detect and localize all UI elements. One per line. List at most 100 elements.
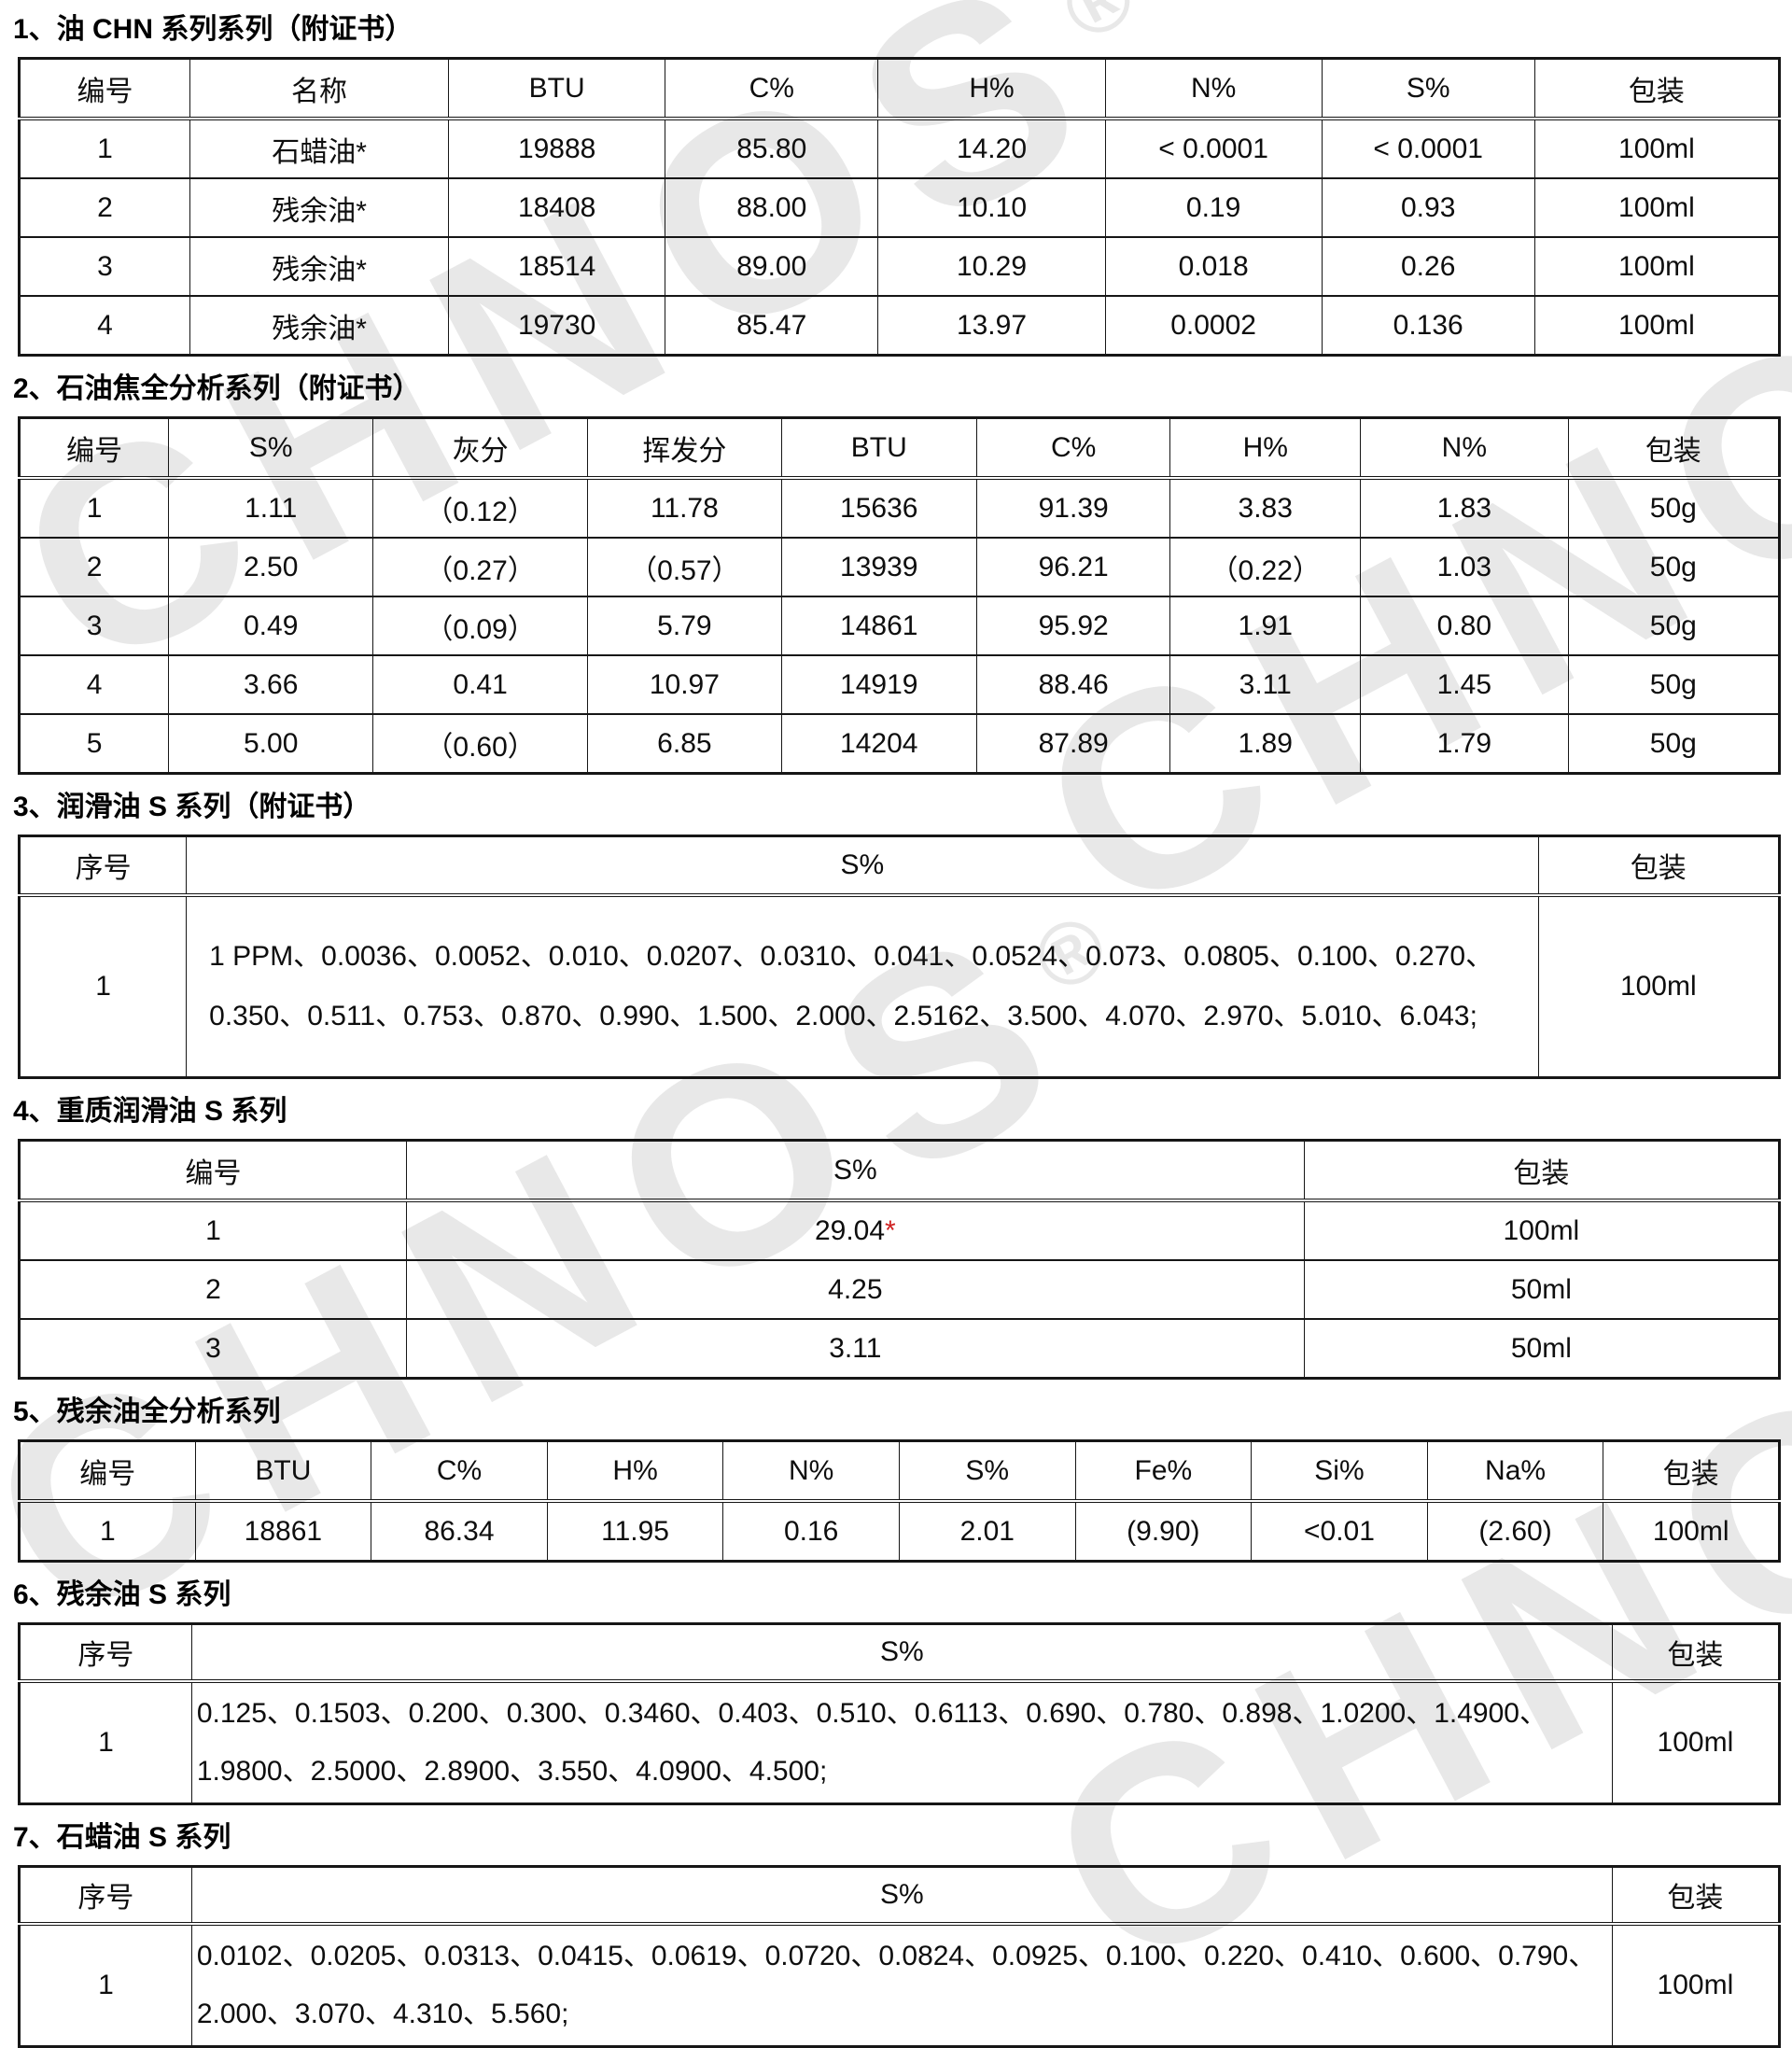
cell: 1 [18, 894, 188, 1079]
cell: 5.00 [168, 713, 374, 775]
section-residual-oil-s-series: 6、残余油 S 系列 序号 S% 包装 1 0.125、0.1503、0.200、0.3… [13, 1578, 1781, 1805]
column-header: C% [665, 57, 879, 120]
column-header: Si% [1251, 1439, 1428, 1503]
cell: 14861 [780, 596, 977, 656]
section-heavy-lube-oil-s-series: 4、重质润滑油 S 系列 编号 S% 包装 1 29.04* 100ml 2 4.25 50ml… [13, 1095, 1781, 1380]
column-header: C% [975, 416, 1171, 480]
column-header: S% [1321, 57, 1535, 120]
cell: 50g [1567, 713, 1781, 775]
cell: 100ml [1533, 295, 1781, 357]
table-row: 5 5.00 （0.60） 6.85 14204 87.89 1.89 1.79 50g [18, 713, 1781, 775]
cell: 1.79 [1360, 713, 1569, 775]
cell: 89.00 [665, 236, 879, 297]
section-title: 1、油 CHN 系列系列（附证书） [13, 14, 413, 45]
cell: 1.89 [1169, 713, 1362, 775]
cell: 19730 [448, 295, 666, 357]
cell: 1.91 [1169, 596, 1362, 656]
column-header: 编号 [19, 1139, 407, 1202]
cell: 50g [1567, 654, 1781, 715]
cell: 3 [18, 596, 170, 656]
header-row: 编号 S% 包装 [19, 1139, 1781, 1202]
cell: 0.136 [1321, 295, 1535, 357]
column-header: BTU [780, 416, 977, 480]
cell: 18408 [448, 177, 666, 238]
cell: 85.80 [665, 118, 879, 179]
cell: 3 [19, 1318, 407, 1380]
cell: 1.83 [1360, 477, 1569, 539]
cell: 1 [19, 1199, 407, 1261]
cell: 3.11 [405, 1318, 1305, 1380]
cell: 1 [19, 118, 190, 179]
cell: 10.10 [877, 177, 1106, 238]
column-header: S% [190, 1865, 1613, 1926]
header-row: 编号 名称 BTU C% H% N% S% 包装 [19, 57, 1781, 120]
section-title: 2、石油焦全分析系列（附证书） [13, 373, 421, 404]
cell: 1 [19, 1500, 196, 1563]
table-petroleum-coke-analysis: 编号 S% 灰分 挥发分 BTU C% H% N% 包装 1 1.11 （0.12） 11.78 1563… [18, 416, 1781, 775]
cell: 残余油* [189, 236, 450, 297]
cell: （0.60） [372, 713, 589, 775]
section-lube-oil-s-series: 3、润滑油 S 系列（附证书） 序号 S% 包装 1 1 PPM、0.0036、0.00… [13, 791, 1781, 1079]
cell: (9.90) [1074, 1500, 1253, 1563]
table-row: 2 4.25 50ml [19, 1259, 1781, 1320]
cell: 50ml [1303, 1318, 1781, 1380]
section-title: 4、重质润滑油 S 系列 [13, 1096, 287, 1127]
cell: 0.125、0.1503、0.200、0.300、0.3460、0.403、0.… [190, 1680, 1613, 1805]
cell: 10.97 [587, 654, 782, 715]
cell: （0.09） [372, 596, 589, 656]
table-row: 1 0.0102、0.0205、0.0313、0.0415、0.0619、0.07… [19, 1923, 1781, 2048]
column-header: C% [371, 1439, 548, 1503]
cell: 0.0102、0.0205、0.0313、0.0415、0.0619、0.072… [190, 1923, 1613, 2048]
column-header: S% [405, 1139, 1305, 1202]
cell: 50g [1567, 596, 1781, 656]
cell: 2.01 [898, 1500, 1076, 1563]
cell: 3.66 [168, 654, 374, 715]
cell: 1 [18, 477, 170, 539]
cell: 6.85 [587, 713, 782, 775]
table-row: 2 2.50 （0.27） （0.57） 13939 96.21 （0.22） 1.03 50g [18, 537, 1781, 597]
table-row: 4 残余油* 19730 85.47 13.97 0.0002 0.136 100ml [19, 295, 1781, 357]
section-petroleum-coke-analysis: 2、石油焦全分析系列（附证书） 编号 S% 灰分 挥发分 BTU C% H% N% 包装 1 1.1… [13, 372, 1781, 775]
cell: 1 PPM、0.0036、0.0052、0.010、0.0207、0.0310、… [186, 894, 1539, 1079]
cell: 10.29 [877, 236, 1106, 297]
cell: 0.80 [1360, 596, 1569, 656]
section-title: 6、残余油 S 系列 [13, 1579, 231, 1610]
column-header: 包装 [1303, 1139, 1781, 1202]
column-header: 编号 [18, 416, 170, 480]
column-header: S% [898, 1439, 1076, 1503]
cell: 2.50 [168, 537, 374, 597]
table-row: 1 18861 86.34 11.95 0.16 2.01 (9.90) <0.01 (2.60… [19, 1500, 1780, 1563]
cell: （0.12） [372, 477, 589, 539]
cell: 4 [18, 654, 170, 715]
table-heavy-lube-oil-s-series: 编号 S% 包装 1 29.04* 100ml 2 4.25 50ml 3 3.11 50ml [18, 1139, 1781, 1380]
cell: 0.41 [372, 654, 589, 715]
cell: 1 [19, 1680, 192, 1805]
column-header: 序号 [19, 1865, 192, 1926]
cell: 88.00 [665, 177, 879, 238]
table-row: 1 0.125、0.1503、0.200、0.300、0.3460、0.403、0… [19, 1680, 1781, 1805]
cell: 100ml [1533, 177, 1781, 238]
table-row: 1 石蜡油* 19888 85.80 14.20 < 0.0001 < 0.0001 100m… [19, 118, 1781, 179]
table-row: 3 0.49 （0.09） 5.79 14861 95.92 1.91 0.80 50g [18, 596, 1781, 656]
section-title: 7、石蜡油 S 系列 [13, 1822, 231, 1853]
cell: 0.26 [1321, 236, 1535, 297]
cell: 4 [19, 295, 190, 357]
table-row: 1 1.11 （0.12） 11.78 15636 91.39 3.83 1.83 50g [18, 477, 1781, 539]
column-header: 包装 [1533, 57, 1781, 120]
column-header: 编号 [19, 57, 190, 120]
cell: 91.39 [975, 477, 1171, 539]
cell: 14204 [780, 713, 977, 775]
table-row: 3 3.11 50ml [19, 1318, 1781, 1380]
column-header: 包装 [1567, 416, 1781, 480]
column-header: N% [722, 1439, 900, 1503]
cell: 13.97 [877, 295, 1106, 357]
table-lube-oil-s-series: 序号 S% 包装 1 1 PPM、0.0036、0.0052、0.010、0.0207、… [18, 835, 1781, 1079]
table-oil-chn-series: 编号 名称 BTU C% H% N% S% 包装 1 石蜡油* 19888 85.80 14.20 < 0… [18, 57, 1781, 357]
header-row: 序号 S% 包装 [19, 1622, 1781, 1683]
cell: 0.19 [1104, 177, 1323, 238]
cell: 1.45 [1360, 654, 1569, 715]
header-row: 序号 S% 包装 [19, 1865, 1781, 1926]
cell: 13939 [780, 537, 977, 597]
red-asterisk: * [885, 1214, 896, 1246]
column-header: 序号 [19, 1622, 192, 1683]
